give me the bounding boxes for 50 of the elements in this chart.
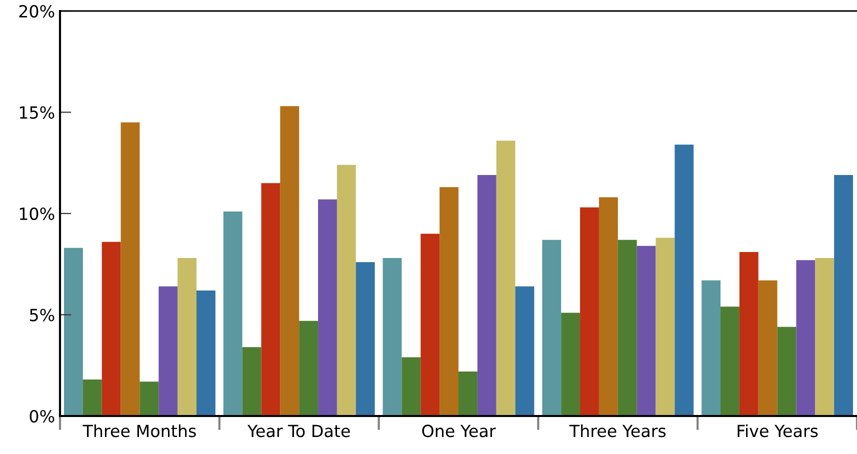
- bar: [796, 260, 816, 416]
- bar: [440, 187, 458, 416]
- bar: [834, 175, 854, 416]
- bar: [656, 238, 675, 416]
- x-tick-label: Year To Date: [247, 424, 350, 438]
- x-tick-label: Five Years: [738, 424, 818, 438]
- bar: [580, 207, 599, 416]
- bar: [102, 242, 121, 416]
- bar: [356, 262, 375, 416]
- bar: [382, 258, 402, 416]
- bar: [158, 286, 178, 416]
- bar: [336, 164, 356, 416]
- y-tick-label: 5%: [30, 308, 54, 322]
- x-tick-label: Three Years: [569, 424, 666, 438]
- y-tick-label: 10%: [20, 207, 54, 220]
- bar: [140, 382, 159, 416]
- bar: [420, 234, 440, 416]
- bar: [720, 306, 740, 416]
- bar: [598, 197, 618, 416]
- bar: [261, 183, 280, 416]
- bar: [299, 320, 318, 416]
- bar: [64, 248, 83, 416]
- bar: [82, 380, 102, 416]
- bar: [120, 122, 140, 416]
- bar: [178, 258, 196, 416]
- y-tick-label: 15%: [20, 106, 54, 119]
- bar: [280, 106, 300, 416]
- bar: [618, 240, 637, 416]
- bar: [815, 258, 834, 416]
- y-tick-label: 20%: [19, 4, 54, 18]
- y-tick-label: 0%: [30, 410, 54, 423]
- bar: [636, 246, 656, 416]
- bar: [777, 326, 796, 416]
- bar: [561, 312, 580, 416]
- x-tick-label: Three Months: [82, 424, 196, 438]
- bar: [739, 252, 758, 416]
- bar: [542, 240, 562, 416]
- bar: [496, 140, 516, 416]
- x-tick-label: One Year: [422, 424, 496, 438]
- bar: [702, 280, 721, 416]
- bar: [477, 175, 496, 416]
- bar: [674, 144, 694, 416]
- bar: [196, 290, 216, 416]
- bar: [758, 280, 778, 416]
- bar: [458, 371, 478, 416]
- bar: [402, 357, 421, 416]
- bar: [318, 199, 337, 416]
- bar: [242, 347, 262, 416]
- bar: [515, 286, 534, 416]
- bar: [223, 211, 242, 416]
